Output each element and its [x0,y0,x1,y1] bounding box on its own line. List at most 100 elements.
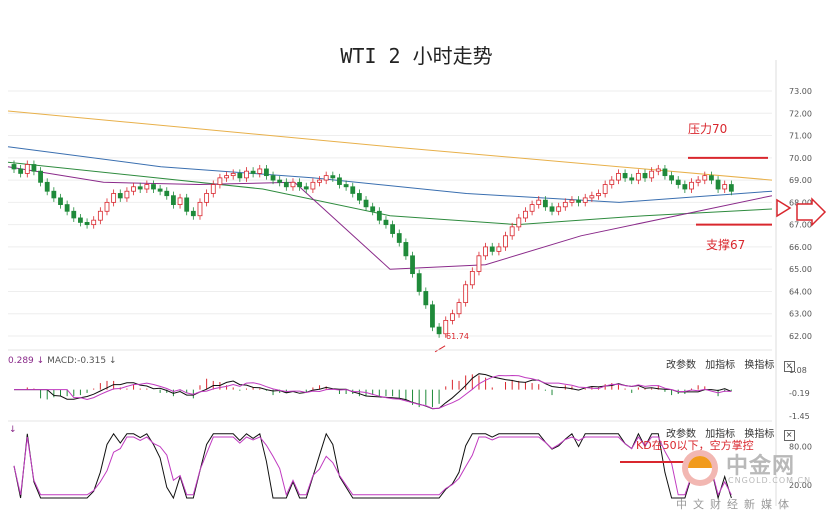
candle-body [728,184,734,192]
candle-body [164,190,170,197]
candle-body [24,164,30,174]
price-tick-label: 70.00 [789,154,812,163]
candle-body [436,326,442,335]
candle-body [549,206,555,212]
close-icon[interactable]: × [783,430,795,441]
watermark: 中金网 CNGOLD.COM.CN 中文财经新媒体 [672,446,832,520]
candle-body [503,235,508,248]
candle-body [204,193,210,203]
candle-body [722,184,728,190]
chart-title: WTI 2 小时走势 [340,44,493,68]
candle-body [350,186,356,194]
price-tick-label: 69.00 [789,176,812,185]
candle-body [682,184,688,190]
candle-body [171,195,176,205]
candle-body [536,199,542,205]
macd-value: MACD:-0.315 [47,356,107,366]
price-tick-label: 66.00 [789,243,812,252]
candle-body [317,179,322,183]
candle-body [303,186,309,190]
candle-body [283,181,289,188]
low-arrow [434,345,446,353]
candle-body [111,193,117,203]
candle-body [649,170,655,179]
candle-body [622,173,628,179]
candle-body [562,201,568,208]
candle-body [542,199,548,208]
candle-body [117,193,123,199]
kd-switch-indicator-button[interactable]: 换指标 [744,429,775,440]
macd-tick-label: -1.45 [789,412,810,421]
resistance-label: 压力70 [688,122,728,136]
kd-add-indicator-button[interactable]: 加指标 [705,429,736,440]
macd-edit-params-button[interactable]: 改参数 [666,360,696,371]
down-arrow-icon: ↓ [108,356,117,366]
kd-tick-label: 20.00 [789,481,812,490]
candle-body [144,184,150,190]
candle-body [217,177,223,185]
candle-body [383,219,389,226]
down-arrow-icon: ↓ [36,356,45,366]
candle-body [416,273,422,292]
right-arrow-icon [776,198,792,218]
candle-body [390,224,396,234]
candle-body [330,175,336,179]
macd-add-indicator-button[interactable]: 加指标 [705,360,736,371]
candle-body [509,226,515,237]
candle-body [230,173,236,177]
candle-body [277,179,283,183]
kd-edit-params-button[interactable]: 改参数 [666,429,696,440]
candle-body [689,181,694,190]
candle-body [78,217,83,223]
down-arrow-icon: ↓ [9,425,17,435]
price-tick-label: 72.00 [789,109,812,118]
macd-toolbar: 改参数 加指标 换指标 × [666,356,801,372]
candle-body [476,255,482,272]
candle-body [257,168,263,174]
candle-body [210,184,216,194]
candle-body [157,188,163,192]
price-tick-label: 67.00 [789,221,812,230]
price-tick-label: 63.00 [789,310,812,319]
candle-body [582,197,588,203]
candle-body [370,206,376,212]
candle-body [523,210,528,219]
candle-body [430,304,435,328]
candle-body [556,206,562,212]
ma-line [7,166,773,270]
candle-body [496,246,502,252]
candle-body [323,175,329,181]
candle-body [403,242,409,257]
candle-body [483,246,488,257]
candle-body [137,186,143,190]
candle-body [337,177,342,185]
candle-body [642,173,648,179]
candle-body [702,175,708,181]
candle-body [715,179,721,190]
candle-body [655,168,661,172]
close-icon[interactable]: × [783,361,795,372]
support-label: 支撑67 [706,238,746,252]
candle-body [635,173,641,181]
candle-body [11,164,17,170]
candle-body [197,201,203,217]
candle-body [131,186,136,192]
candle-body [616,173,621,181]
price-tick-label: 64.00 [789,287,812,296]
candle-body [151,184,156,190]
logo-icon [682,450,718,486]
candle-body [184,197,190,212]
ma-line [7,161,773,226]
macd-switch-indicator-button[interactable]: 换指标 [744,360,775,371]
macd-dif-line [14,373,732,410]
candle-body [124,190,130,199]
price-tick-label: 65.00 [789,265,812,274]
price-tick-label: 68.00 [789,198,812,207]
candle-body [529,204,535,212]
candle-body [609,179,615,185]
candle-body [456,302,462,315]
candle-body [190,210,196,217]
watermark-domain: CNGOLD.COM.CN [728,476,812,485]
right-arrow-icon [796,197,827,227]
